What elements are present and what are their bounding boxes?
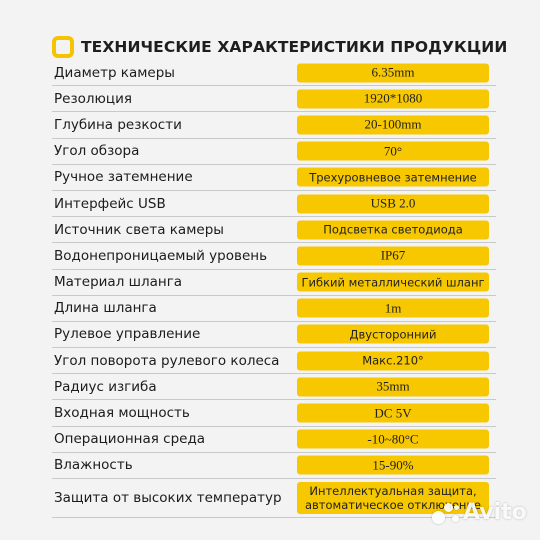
spec-row-input-power: Входная мощность DC 5V — [52, 400, 496, 427]
spec-value: Подсветка светодиода — [297, 220, 489, 240]
spec-label: Источник света камеры — [54, 221, 224, 238]
spec-value: 70° — [297, 141, 489, 161]
spec-row-overheat-protection: Защита от высоких температур Интеллектуа… — [52, 479, 496, 518]
spec-row-view-angle: Угол обзора 70° — [52, 139, 496, 165]
spec-value: Интеллектуальная защита, автоматическое … — [297, 482, 489, 514]
spec-label: Материал шланга — [54, 274, 183, 291]
spec-label: Глубина резкости — [54, 116, 182, 133]
spec-row-steering-angle: Угол поворота рулевого колеса Макс.210° — [52, 348, 496, 375]
spec-value: 1m — [297, 298, 489, 318]
spec-label: Угол поворота рулевого колеса — [54, 352, 280, 369]
spec-label: Защита от высоких температур — [54, 490, 282, 506]
spec-row-waterproof-level: Водонепроницаемый уровень IP67 — [52, 243, 496, 270]
spec-value: DC 5V — [297, 403, 489, 423]
spec-row-camera-diameter: Диаметр камеры 6.35mm — [52, 60, 496, 87]
yellow-square-outline-icon — [52, 36, 74, 58]
spec-label: Угол обзора — [54, 143, 140, 160]
spec-row-humidity: Влажность 15-90% — [52, 453, 496, 479]
spec-row-depth-of-field: Глубина резкости 20-100mm — [52, 112, 496, 139]
spec-label: Радиус изгиба — [54, 378, 157, 395]
spec-row-usb-interface: Интерфейс USB USB 2.0 — [52, 191, 496, 218]
spec-row-operating-environment: Операционная среда -10~80°C — [52, 427, 496, 453]
spec-label: Ручное затемнение — [54, 169, 193, 186]
spec-label: Рулевое управление — [54, 326, 201, 343]
spec-value: 35mm — [297, 377, 489, 397]
spec-label: Резолюция — [54, 90, 132, 107]
spec-label: Влажность — [54, 457, 133, 474]
spec-value: Двусторонний — [297, 324, 489, 344]
spec-label: Операционная среда — [54, 431, 206, 448]
spec-row-steering: Рулевое управление Двусторонний — [52, 322, 496, 349]
spec-value: 20-100mm — [297, 115, 489, 135]
spec-row-resolution: Резолюция 1920*1080 — [52, 86, 496, 113]
spec-value: Трехуровневое затемнение — [297, 167, 489, 187]
spec-table: Диаметр камеры 6.35mm Резолюция 1920*108… — [52, 60, 496, 518]
spec-row-bend-radius: Радиус изгиба 35mm — [52, 374, 496, 401]
spec-label: Интерфейс USB — [54, 195, 166, 212]
spec-label: Входная мощность — [54, 405, 190, 422]
spec-row-manual-dimming: Ручное затемнение Трехуровневое затемнен… — [52, 165, 496, 191]
spec-value: 1920*1080 — [297, 89, 489, 109]
spec-value: Гибкий металлический шланг — [297, 272, 489, 292]
spec-label: Длина шланга — [54, 300, 157, 317]
spec-value: 6.35mm — [297, 63, 489, 83]
section-header: ТЕХНИЧЕСКИЕ ХАРАКТЕРИСТИКИ ПРОДУКЦИИ — [52, 36, 507, 58]
page-title: ТЕХНИЧЕСКИЕ ХАРАКТЕРИСТИКИ ПРОДУКЦИИ — [81, 38, 508, 56]
spec-row-light-source: Источник света камеры Подсветка светодио… — [52, 217, 496, 244]
watermark-text: Avito — [463, 500, 527, 525]
spec-label: Водонепроницаемый уровень — [54, 247, 268, 264]
spec-value-line: Интеллектуальная защита, — [309, 484, 477, 498]
avito-dots-icon — [432, 501, 460, 525]
spec-row-hose-length: Длина шланга 1m — [52, 296, 496, 322]
avito-watermark: Avito — [432, 500, 527, 525]
spec-value: -10~80°C — [297, 429, 489, 449]
spec-value: Макс.210° — [297, 351, 489, 371]
spec-value: 15-90% — [297, 455, 489, 475]
spec-row-hose-material: Материал шланга Гибкий металлический шла… — [52, 270, 496, 296]
spec-label: Диаметр камеры — [54, 64, 175, 81]
spec-value: IP67 — [297, 246, 489, 266]
spec-value: USB 2.0 — [297, 194, 489, 214]
spec-value-line: автоматическое отключение — [304, 498, 481, 512]
